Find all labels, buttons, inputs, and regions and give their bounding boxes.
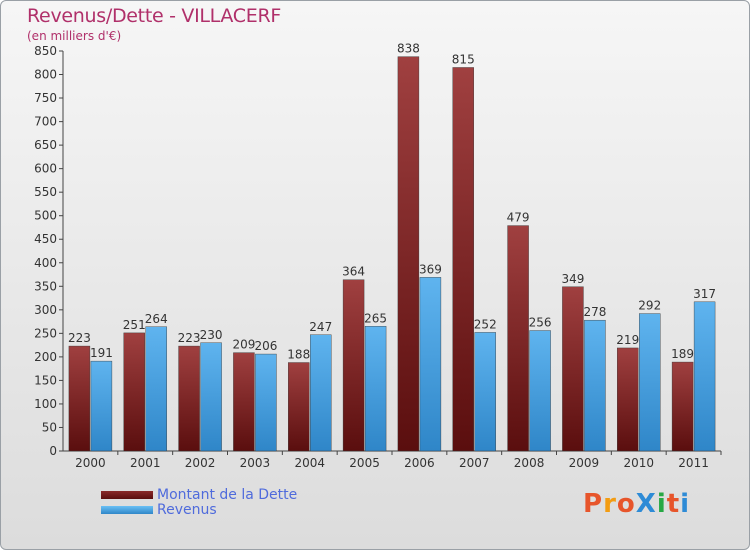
y-tick-label: 100 — [34, 397, 57, 411]
x-tick-label: 2001 — [130, 456, 161, 470]
bar-dette — [507, 225, 529, 452]
bar-dette — [288, 362, 310, 452]
y-tick-label: 50 — [42, 420, 57, 434]
x-tick-label: 2000 — [75, 456, 106, 470]
bar-revenus — [419, 277, 442, 452]
data-label: 209 — [232, 338, 255, 352]
y-tick-label: 400 — [34, 256, 57, 270]
y-tick-label: 750 — [34, 91, 57, 105]
data-label: 349 — [561, 272, 584, 286]
y-tick-label: 200 — [34, 350, 57, 364]
bar-revenus — [693, 301, 716, 452]
data-label: 191 — [90, 346, 113, 360]
data-label: 265 — [364, 311, 387, 325]
data-label: 252 — [474, 317, 497, 331]
y-tick-label: 350 — [34, 279, 57, 293]
bar-revenus — [255, 353, 277, 452]
y-tick-label: 700 — [34, 115, 57, 129]
legend-label-dette: Montant de la Dette — [157, 486, 298, 503]
data-label: 317 — [693, 287, 716, 301]
y-tick-label: 450 — [34, 232, 57, 246]
bar-dette — [452, 67, 474, 452]
bar-revenus — [145, 326, 167, 452]
y-tick-label: 600 — [34, 162, 57, 176]
bar-dette — [233, 352, 255, 452]
x-tick-label: 2006 — [404, 456, 435, 470]
bar-revenus — [584, 319, 606, 452]
data-label: 256 — [529, 316, 552, 330]
data-label: 278 — [583, 305, 606, 319]
proxiti-logo: ProXiti — [583, 489, 691, 519]
x-tick-label: 2010 — [623, 456, 654, 470]
y-tick-label: 550 — [34, 185, 57, 199]
legend-item-dette: Montant de la Dette — [101, 486, 298, 503]
data-label: 251 — [123, 318, 146, 332]
data-label: 230 — [200, 328, 223, 342]
bar-revenus — [310, 334, 332, 452]
bar-dette — [342, 279, 365, 452]
data-label: 223 — [178, 331, 201, 345]
data-label: 188 — [287, 348, 310, 362]
bar-dette — [68, 345, 91, 452]
legend-swatch-dette — [101, 490, 153, 499]
data-label: 815 — [452, 52, 475, 66]
data-label: 364 — [342, 265, 365, 279]
bar-dette — [123, 332, 145, 452]
x-tick-label: 2005 — [349, 456, 380, 470]
x-tick-label: 2003 — [240, 456, 271, 470]
bar-dette — [562, 286, 584, 452]
y-tick-label: 800 — [34, 68, 57, 82]
y-tick-label: 650 — [34, 138, 57, 152]
x-tick-label: 2002 — [185, 456, 216, 470]
data-label: 189 — [671, 347, 694, 361]
y-tick-label: 500 — [34, 209, 57, 223]
x-tick-label: 2008 — [514, 456, 545, 470]
y-tick-label: 150 — [34, 373, 57, 387]
data-label: 479 — [507, 211, 530, 225]
data-label: 369 — [419, 262, 442, 276]
data-label: 264 — [145, 312, 168, 326]
data-label: 838 — [397, 42, 420, 56]
bar-revenus — [639, 313, 661, 452]
y-tick-label: 0 — [49, 444, 57, 458]
x-tick-label: 2007 — [459, 456, 490, 470]
legend-label-revenus: Revenus — [157, 501, 217, 518]
chart-title: Revenus/Dette - VILLACERF — [27, 5, 281, 27]
bar-dette — [671, 361, 694, 452]
bar-revenus — [200, 342, 222, 452]
x-tick-label: 2009 — [569, 456, 600, 470]
data-label: 223 — [68, 331, 91, 345]
data-label: 292 — [638, 299, 661, 313]
bar-dette — [178, 345, 200, 452]
data-label: 247 — [309, 320, 332, 334]
x-tick-label: 2011 — [678, 456, 709, 470]
data-label: 206 — [254, 339, 277, 353]
bar-revenus — [474, 332, 496, 452]
y-tick-label: 850 — [34, 44, 57, 58]
bar-dette — [617, 347, 639, 452]
y-tick-label: 300 — [34, 303, 57, 317]
legend: Montant de la Dette Revenus — [101, 486, 298, 518]
chart-subtitle: (en milliers d'€) — [27, 29, 122, 43]
data-label: 219 — [616, 333, 639, 347]
legend-swatch-revenus — [101, 505, 153, 514]
bar-revenus — [90, 360, 113, 452]
bar-revenus — [529, 330, 551, 452]
bar-revenus — [364, 326, 387, 452]
x-tick-label: 2004 — [294, 456, 325, 470]
legend-item-revenus: Revenus — [101, 501, 297, 518]
y-tick-label: 250 — [34, 326, 57, 340]
bar-dette — [397, 56, 420, 452]
